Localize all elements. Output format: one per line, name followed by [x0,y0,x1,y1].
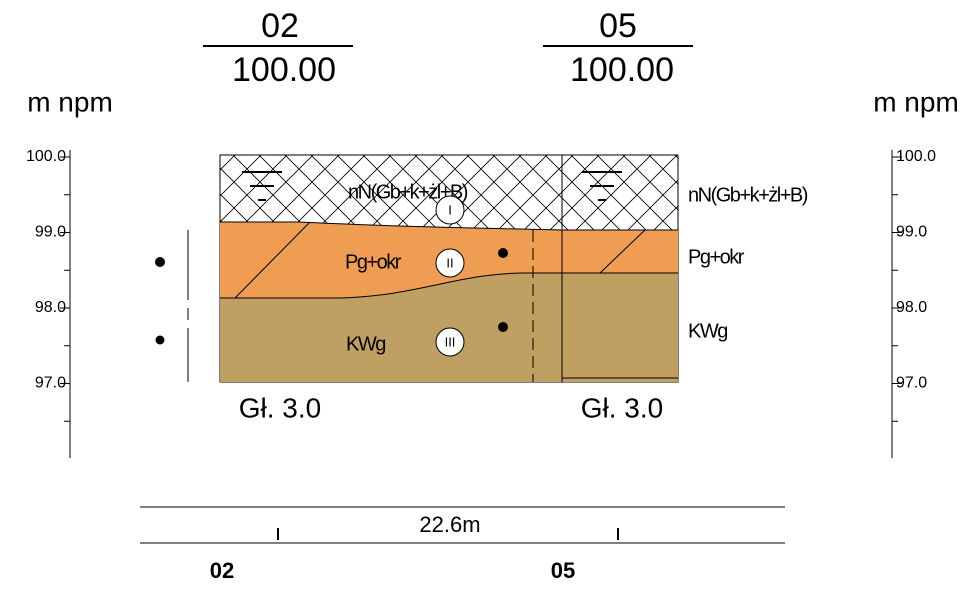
elevation-label: 99.0 [896,224,927,241]
layer-boundary [220,221,678,299]
hatch-line [234,221,311,299]
layer-label: nN(Gb+k+żl+B) [348,181,468,203]
layer-symbol: I [448,202,452,217]
elevation-axes: 100.0 99.0 98.0 97.0 100.0 99.0 98.0 97.0 [26,148,936,458]
borehole-id: 02 [261,7,299,45]
layer-label: KWg [346,333,385,355]
depth-label: Gł. 3.0 [581,392,663,423]
distance: 22.6m [419,512,480,537]
layer-clay [220,272,678,382]
water-symbol [242,171,622,201]
sample-dot [498,322,508,332]
sample-dot [498,248,508,258]
elevation-label: 100.0 [26,148,66,165]
layer-symbol: III [445,334,456,349]
unit-label: m npm [873,86,959,117]
borehole-id: 05 [551,558,575,583]
sample-dot [155,335,165,345]
layer-label: KWg [688,320,727,342]
hatch-line [599,229,646,274]
elevation: 100.00 [232,51,336,89]
layer-badge [435,327,465,357]
elevation-label: 97.0 [896,375,927,392]
layer-symbol: II [446,255,453,270]
elevation-label: 99.0 [35,224,66,241]
borehole-id: 02 [210,558,234,583]
layer-label: Pg+okr [345,251,402,273]
sample-dot [155,257,165,267]
layer-badge [435,195,465,225]
elevation-label: 97.0 [35,375,66,392]
unit-label: m npm [27,86,113,117]
elevation-label: 98.0 [896,299,927,316]
elevation: 100.00 [570,51,674,89]
borehole-id: 05 [599,7,637,45]
layer-label: nN(Gb+k+żl+B) [688,184,808,206]
layer-badge [435,248,465,278]
depth-label: Gł. 3.0 [239,392,321,423]
layer-label: Pg+okr [688,246,745,268]
elevation-label: 100.0 [896,148,936,165]
elevation-label: 98.0 [35,299,66,316]
